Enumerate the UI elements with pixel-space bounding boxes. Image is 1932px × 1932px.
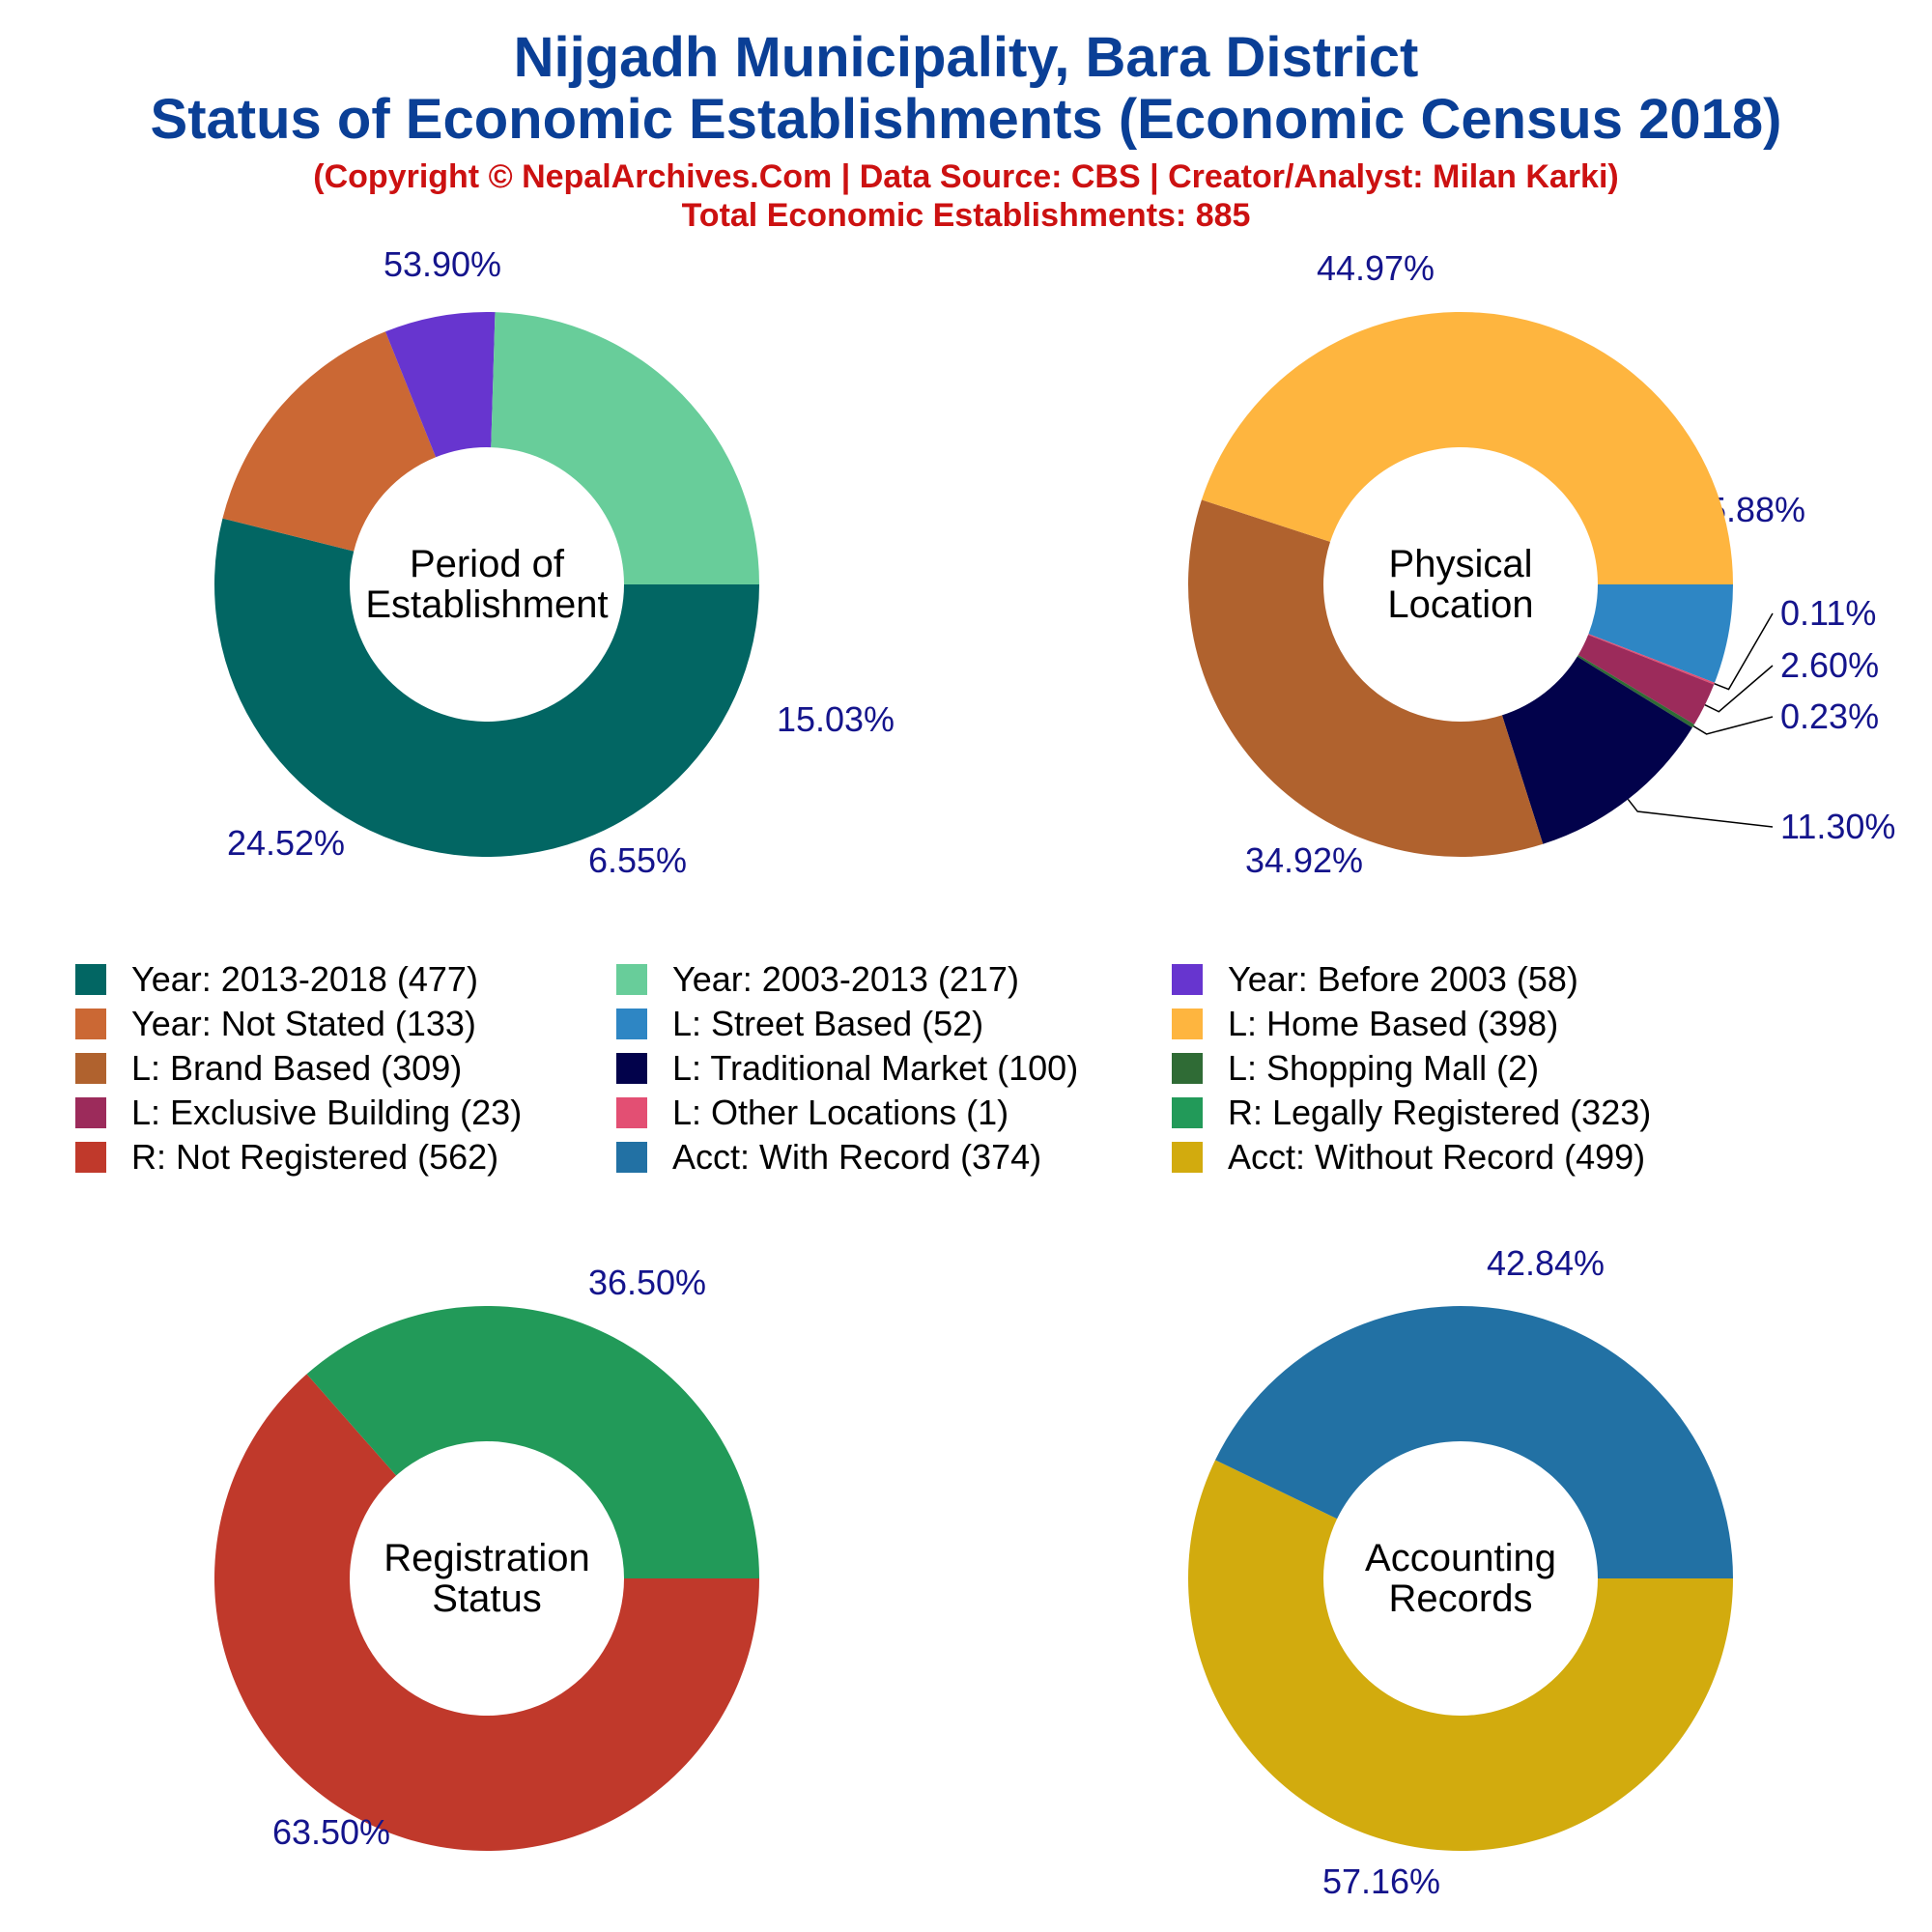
slice-leader-line [1714,612,1774,691]
pie-slice [1501,656,1692,844]
legend-item: L: Street Based (52) [616,1004,1172,1043]
legend-swatch [1172,1097,1203,1128]
pie-slice [491,312,759,584]
slice-percent-label: 57.16% [1322,1861,1440,1901]
slice-percent-label: 0.23% [1780,696,1879,736]
pie-slice [306,1305,759,1578]
pie-slice [1588,584,1733,683]
legend: Year: 2013-2018 (477) Year: 2003-2013 (21… [75,959,1891,1177]
donut-center-label: Establishment [365,583,608,626]
legend-label: L: Street Based (52) [672,1004,984,1043]
legend-swatch [616,1097,647,1128]
legend-item: Year: Not Stated (133) [75,1004,616,1043]
pie-slice [1215,1306,1733,1578]
legend-item: R: Not Registered (562) [75,1137,616,1177]
legend-label: L: Home Based (398) [1228,1004,1559,1043]
donut-center-label: Physical [1389,543,1533,585]
legend-label: L: Other Locations (1) [672,1093,1009,1132]
pie-slice [1588,634,1715,685]
legend-item: Year: 2003-2013 (217) [616,959,1172,999]
legend-item: L: Shopping Mall (2) [1172,1048,1751,1088]
slice-percent-label: 15.03% [777,699,895,739]
pie-slice [1188,1460,1733,1851]
legend-swatch [75,1142,106,1173]
legend-label: Year: 2003-2013 (217) [672,959,1019,999]
pie-slice [1577,654,1694,728]
legend-item: Year: 2013-2018 (477) [75,959,616,999]
slice-percent-label: 2.60% [1780,645,1879,685]
legend-swatch [75,1009,106,1039]
legend-swatch [616,1142,647,1173]
donut-center-label: Status [432,1577,541,1620]
legend-item: L: Other Locations (1) [616,1093,1172,1132]
slice-percent-label: 24.52% [227,823,345,863]
donut-center-label: Accounting [1365,1537,1556,1579]
legend-label: L: Shopping Mall (2) [1228,1048,1540,1088]
slice-percent-label: 0.11% [1780,593,1876,633]
legend-swatch [1172,1142,1203,1173]
slice-percent-label: 36.50% [588,1263,706,1302]
legend-item: R: Legally Registered (323) [1172,1093,1751,1132]
legend-swatch [1172,1053,1203,1084]
legend-swatch [75,964,106,995]
legend-label: L: Brand Based (309) [131,1048,463,1088]
legend-label: L: Traditional Market (100) [672,1048,1079,1088]
legend-swatch [616,1009,647,1039]
legend-swatch [616,964,647,995]
legend-label: Year: Not Stated (133) [131,1004,476,1043]
legend-swatch [75,1097,106,1128]
donut-center-label: Registration [384,1537,589,1579]
donut-center-label: Location [1387,583,1533,626]
pie-slice [1577,635,1715,724]
slice-percent-label: 44.97% [1317,248,1435,288]
chart-title-line2: Status of Economic Establishments (Econo… [150,88,1782,151]
slice-percent-label: 6.55% [588,840,687,880]
legend-label: L: Exclusive Building (23) [131,1093,523,1132]
donut-center-label: Period of [410,543,565,585]
legend-item: Year: Before 2003 (58) [1172,959,1751,999]
copyright-note: (Copyright © NepalArchives.Com | Data So… [313,158,1619,195]
chart-title-line1: Nijgadh Municipality, Bara District [513,26,1419,89]
legend-item: L: Home Based (398) [1172,1004,1751,1043]
legend-item: Acct: With Record (374) [616,1137,1172,1177]
slice-percent-label: 34.92% [1245,840,1363,880]
pie-slice [1188,499,1544,857]
pie-slice [213,518,760,858]
legend-swatch [1172,1009,1203,1039]
legend-label: Acct: With Record (374) [672,1137,1042,1177]
pie-slice [1201,311,1733,584]
legend-item: L: Exclusive Building (23) [75,1093,616,1132]
slice-percent-label: 11.30% [1780,807,1895,846]
legend-label: Year: Before 2003 (58) [1228,959,1578,999]
pie-slice [222,331,437,552]
slice-percent-label: 53.90% [384,244,501,284]
slice-percent-label: 63.50% [272,1812,390,1852]
total-establishments: Total Economic Establishments: 885 [681,197,1251,234]
legend-item: L: Traditional Market (100) [616,1048,1172,1088]
legend-swatch [75,1053,106,1084]
legend-label: Year: 2013-2018 (477) [131,959,478,999]
legend-label: R: Legally Registered (323) [1228,1093,1652,1132]
pie-slice [214,1374,759,1851]
slice-leader-line [1704,665,1774,713]
legend-swatch [616,1053,647,1084]
legend-label: R: Not Registered (562) [131,1137,499,1177]
legend-item: L: Brand Based (309) [75,1048,616,1088]
legend-label: Acct: Without Record (499) [1228,1137,1646,1177]
slice-leader-line [1692,716,1774,735]
legend-swatch [1172,964,1203,995]
slice-leader-line [1627,798,1774,828]
pie-slice [384,312,496,458]
legend-item: Acct: Without Record (499) [1172,1137,1751,1177]
slice-percent-label: 42.84% [1487,1243,1605,1283]
donut-center-label: Records [1389,1577,1533,1620]
